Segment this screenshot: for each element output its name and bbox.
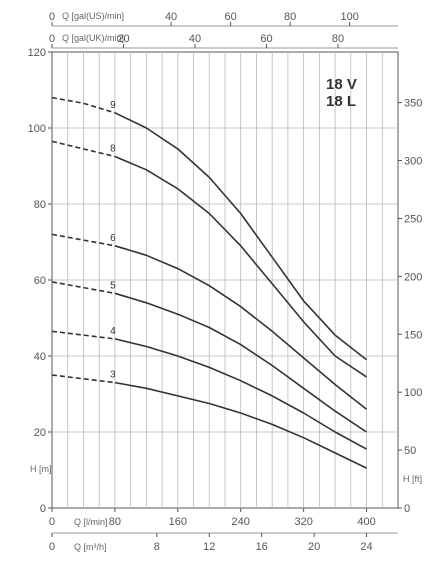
curve-label-4: 4 bbox=[110, 326, 116, 337]
curve-label-5: 5 bbox=[110, 280, 116, 291]
curve-label-3: 3 bbox=[110, 370, 116, 381]
tick-label-m3h: 20 bbox=[308, 541, 320, 553]
tick-label-m3h: 8 bbox=[154, 541, 160, 553]
axis-label-h-m: H [m] bbox=[30, 464, 52, 474]
tick-label-h-m: 120 bbox=[28, 47, 46, 59]
tick-label-ukgpm: 20 bbox=[117, 33, 129, 45]
tick-label-lpm: 320 bbox=[294, 516, 312, 528]
pump-curves bbox=[51, 96, 367, 469]
curve-9-dashed bbox=[51, 96, 116, 114]
model-label-1: 18 V bbox=[326, 76, 357, 93]
tick-label-m3h: 24 bbox=[360, 541, 372, 553]
tick-label-m3h: 12 bbox=[203, 541, 215, 553]
tick-label-usgpm: 60 bbox=[224, 11, 236, 23]
tick-label-ukgpm: 0 bbox=[49, 33, 55, 45]
curve-8-dashed bbox=[51, 140, 116, 158]
curve-label-9: 9 bbox=[110, 100, 116, 111]
curve-6-dashed bbox=[51, 233, 116, 247]
tick-label-h-ft: 250 bbox=[404, 213, 422, 225]
tick-label-usgpm: 80 bbox=[284, 11, 296, 23]
tick-label-lpm: 160 bbox=[169, 516, 187, 528]
tick-label-h-m: 40 bbox=[34, 351, 46, 363]
tick-label-h-m: 20 bbox=[34, 427, 46, 439]
model-label-2: 18 L bbox=[326, 93, 356, 110]
axis-label-ukgpm: Q [gal(UK)/min] bbox=[62, 33, 124, 43]
tick-label-h-ft: 200 bbox=[404, 271, 422, 283]
curve-4-dashed bbox=[51, 330, 115, 340]
tick-label-lpm: 0 bbox=[49, 516, 55, 528]
tick-label-m3h: 16 bbox=[256, 541, 268, 553]
tick-label-lpm: 80 bbox=[109, 516, 121, 528]
tick-label-ukgpm: 40 bbox=[189, 33, 201, 45]
curve-5-dashed bbox=[51, 281, 116, 295]
tick-label-h-m: 100 bbox=[28, 123, 46, 135]
tick-label-usgpm: 0 bbox=[49, 11, 55, 23]
curve-4 bbox=[114, 338, 367, 450]
tick-label-ukgpm: 60 bbox=[260, 33, 272, 45]
curve-3 bbox=[114, 381, 367, 469]
curve-8 bbox=[114, 155, 367, 378]
tick-label-lpm: 400 bbox=[357, 516, 375, 528]
tick-label-h-m: 80 bbox=[34, 199, 46, 211]
tick-label-usgpm: 100 bbox=[340, 11, 358, 23]
tick-label-h-ft: 350 bbox=[404, 98, 422, 110]
tick-label-h-ft: 300 bbox=[404, 156, 422, 168]
tick-label-h-m: 0 bbox=[40, 503, 46, 515]
tick-label-h-ft: 100 bbox=[404, 387, 422, 399]
tick-label-h-ft: 50 bbox=[404, 445, 416, 457]
axis-label-lpm: Q [l/min] bbox=[74, 517, 108, 527]
curve-3-dashed bbox=[51, 374, 115, 384]
curve-5 bbox=[114, 292, 367, 433]
tick-label-lpm: 240 bbox=[232, 516, 250, 528]
axis-label-h-ft: H [ft] bbox=[403, 474, 422, 484]
gridlines bbox=[52, 52, 398, 508]
curve-label-8: 8 bbox=[110, 144, 116, 155]
tick-label-m3h: 0 bbox=[49, 541, 55, 553]
curve-6 bbox=[114, 245, 367, 410]
curve-9 bbox=[114, 112, 367, 361]
curve-label-6: 6 bbox=[110, 233, 116, 244]
tick-label-h-m: 60 bbox=[34, 275, 46, 287]
axis-label-m3h: Q [m³/h] bbox=[74, 542, 107, 552]
tick-label-usgpm: 40 bbox=[165, 11, 177, 23]
tick-label-h-ft: 150 bbox=[404, 329, 422, 341]
tick-label-h-ft: 0 bbox=[404, 503, 410, 515]
tick-label-ukgpm: 80 bbox=[332, 33, 344, 45]
axis-label-usgpm: Q [gal(US)/min] bbox=[62, 11, 124, 21]
